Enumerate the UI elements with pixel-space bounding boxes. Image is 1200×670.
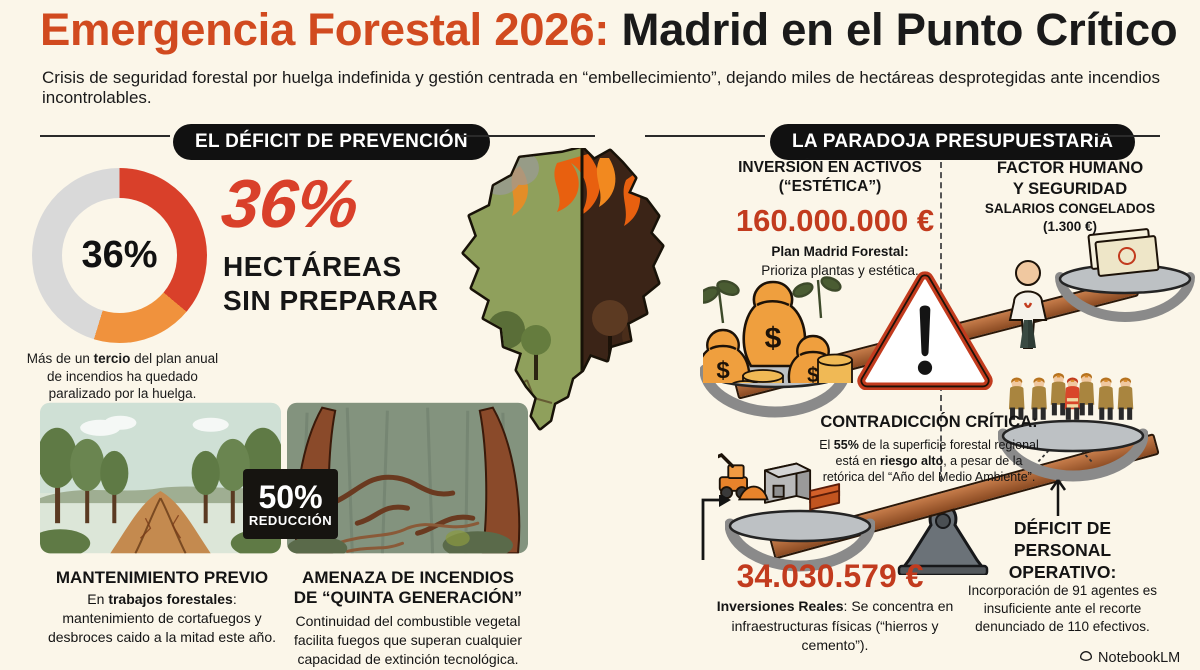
svg-text:$: $: [765, 322, 782, 355]
svg-text:$: $: [716, 357, 730, 383]
